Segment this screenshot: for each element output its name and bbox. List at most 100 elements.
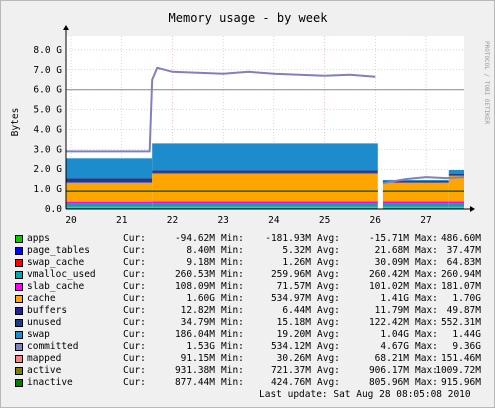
legend-min-value: 534.12M: [270, 341, 311, 352]
legend-cur-label: Cur:: [123, 281, 146, 292]
area-vmalloc_used-0: [66, 203, 153, 209]
legend-min-label: Min:: [221, 353, 244, 364]
legend-avg-value: 11.79M: [374, 305, 409, 316]
y-tick-label-0: 0.0: [45, 204, 62, 215]
area-swap-2: [382, 179, 449, 181]
legend-min-value: 259.96M: [270, 269, 311, 280]
y-tick-label-4: 4.0 G: [33, 124, 62, 135]
legend-max-value: 1.70G: [452, 293, 481, 304]
x-tick-labels: 20 21 22 23 24 25 26 27: [65, 215, 431, 226]
legend-name: active: [27, 365, 62, 376]
legend-row-page_tables: page_tables Cur: 8.40M Min: 5.32M Avg: 21.68M M…: [15, 245, 485, 257]
area-buffers-0: [66, 182, 153, 183]
legend-row-committed: committed Cur: 1.53G Min: 534.12M Avg: 4.67G Ma…: [15, 341, 485, 353]
legend-cur-label: Cur:: [123, 233, 146, 244]
legend-cur-label: Cur:: [123, 293, 146, 304]
area-swap-1: [152, 143, 378, 171]
legend-avg-value: 906.17M: [368, 365, 409, 376]
legend-min-value: 424.76M: [270, 377, 311, 388]
legend-avg-label: Avg:: [317, 269, 340, 280]
chart-title: Memory usage - by week: [169, 11, 329, 25]
area-vmalloc_used-3: [448, 203, 464, 209]
legend-cur-label: Cur:: [123, 353, 146, 364]
legend-max-value: 1.44G: [452, 329, 481, 340]
legend-avg-value: 21.68M: [374, 245, 409, 256]
x-tick-label-5: 25: [319, 215, 330, 226]
legend-min-label: Min:: [221, 233, 244, 244]
y-tick-label-1: 1.0 G: [33, 184, 62, 195]
legend-cur-label: Cur:: [123, 317, 146, 328]
legend-min-value: 1.26M: [282, 257, 311, 268]
area-vmalloc_used-2: [382, 203, 449, 209]
legend-max-value: 37.47M: [446, 245, 481, 256]
area-slab_cache-2: [382, 201, 449, 204]
legend-max-value: 486.60M: [440, 233, 481, 244]
legend-max-value: 151.46M: [440, 353, 481, 364]
legend-name: page_tables: [27, 245, 90, 256]
area-unused-3: [448, 174, 464, 175]
side-watermark: PROTOCOL / TOBI OETIKER: [483, 41, 490, 124]
x-tick-label-6: 26: [370, 215, 382, 226]
legend-cur-value: 8.40M: [186, 245, 215, 256]
legend-swatch: [15, 307, 23, 315]
legend-cur-value: 34.79M: [180, 317, 215, 328]
legend-swatch: [15, 247, 23, 255]
x-tick-label-0: 20: [65, 215, 77, 226]
legend-swatch: [15, 295, 23, 303]
legend-row-swap: swap Cur: 186.04M Min: 19.20M Avg: 1.04G Max: 1.…: [15, 329, 485, 341]
x-tick-label-2: 22: [167, 215, 178, 226]
legend-avg-label: Avg:: [317, 353, 340, 364]
legend-avg-value: 1.41G: [380, 293, 409, 304]
area-swap-0: [66, 158, 153, 179]
last-update: Last update: Sat Aug 28 08:05:08 2010: [259, 389, 471, 400]
legend-min-label: Min:: [221, 245, 244, 256]
legend-cur-value: 12.82M: [180, 305, 215, 316]
legend-swatch: [15, 331, 23, 339]
legend-row-vmalloc_used: vmalloc_used Cur: 260.53M Min: 259.96M Avg: 26…: [15, 269, 485, 281]
legend-avg-label: Avg:: [317, 317, 340, 328]
legend-swatch: [15, 343, 23, 351]
x-tick-label-4: 24: [268, 215, 280, 226]
y-tick-label-2: 2.0 G: [33, 164, 62, 175]
legend-max-value: 49.87M: [446, 305, 481, 316]
legend-cur-label: Cur:: [123, 377, 146, 388]
y-tick-label-5: 5.0 G: [33, 105, 62, 116]
memory-chart: Memory usage - by week Bytes PROTOCOL / …: [10, 11, 490, 226]
y-tick-labels: 0.0 1.0 G 2.0 G 3.0 G 4.0 G 5.0 G 6.0 G 7.0 G 8.…: [33, 45, 62, 215]
legend-avg-label: Avg:: [317, 281, 340, 292]
legend-avg-value: 30.09M: [374, 257, 409, 268]
legend-max-label: Max:: [415, 281, 438, 292]
legend-max-label: Max:: [415, 365, 438, 376]
legend-swatch: [15, 235, 23, 243]
legend-avg-label: Avg:: [317, 245, 340, 256]
legend-name: inactive: [27, 377, 73, 388]
area-swap-3: [448, 170, 464, 175]
legend-max-value: 1009.72M: [435, 365, 481, 376]
legend-row-slab_cache: slab_cache Cur: 108.09M Min: 71.57M Avg: 101.0…: [15, 281, 485, 293]
legend-max-value: 260.94M: [440, 269, 481, 280]
legend-cur-value: 877.44M: [174, 377, 215, 388]
series-lines: [66, 66, 465, 208]
legend-max-label: Max:: [415, 353, 438, 364]
legend-max-value: 9.36G: [452, 341, 481, 352]
area-buffers-2: [382, 181, 449, 183]
legend-min-label: Min:: [221, 365, 244, 376]
legend-min-label: Min:: [221, 317, 244, 328]
legend-cur-label: Cur:: [123, 257, 146, 268]
legend-swatch: [15, 259, 23, 267]
legend-min-value: 6.44M: [282, 305, 311, 316]
legend-swatch: [15, 283, 23, 291]
y-axis-label: Bytes: [10, 108, 21, 137]
legend-min-label: Min:: [221, 293, 244, 304]
legend-row-swap_cache: swap_cache Cur: 9.18M Min: 1.26M Avg: 30.09M Ma…: [15, 257, 485, 269]
legend-avg-value: 101.02M: [368, 281, 409, 292]
legend-name: slab_cache: [27, 281, 85, 292]
area-unused-1: [152, 170, 378, 173]
area-buffers-1: [152, 172, 378, 174]
legend-cur-value: 260.53M: [174, 269, 215, 280]
area-buffers-3: [448, 174, 464, 176]
legend-min-label: Min:: [221, 329, 244, 340]
legend-min-label: Min:: [221, 257, 244, 268]
legend-cur-value: 931.38M: [174, 365, 215, 376]
legend-max-label: Max:: [415, 257, 438, 268]
